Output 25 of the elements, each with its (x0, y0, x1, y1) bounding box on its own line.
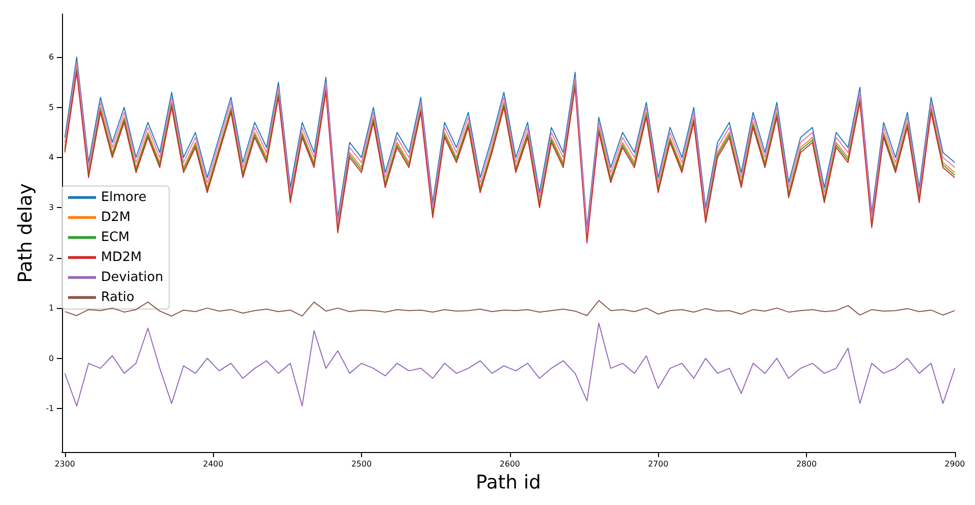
legend-label: Deviation (101, 270, 164, 285)
y-tick-label: 5 (48, 102, 54, 112)
x-axis-title: Path id (476, 472, 541, 494)
y-tick-label: 0 (48, 354, 54, 363)
line-series (64, 300, 956, 317)
x-tick-label: 2800 (796, 460, 817, 469)
x-tick-label: 2500 (351, 460, 372, 469)
legend-label: Elmore (101, 190, 146, 205)
y-tick-label: 3 (48, 203, 54, 212)
x-tick-label: 2400 (202, 460, 224, 469)
y-tick-label: 6 (48, 52, 54, 62)
y-tick-label: -1 (46, 404, 54, 413)
line-series (64, 322, 956, 406)
y-axis-title: Path delay (14, 183, 36, 283)
y-tick-label: 1 (48, 304, 54, 313)
x-tick-label: 2300 (54, 460, 76, 469)
legend-label: ECM (101, 230, 130, 245)
y-tick-label: 2 (48, 253, 54, 262)
y-tick-label: 4 (48, 153, 54, 162)
x-tick-label: 2900 (944, 460, 965, 469)
legend-label: D2M (101, 210, 130, 225)
legend-label: Ratio (101, 290, 134, 305)
x-tick-label: 2600 (500, 460, 520, 469)
x-tick-label: 2700 (648, 460, 668, 469)
legend-label: MD2M (101, 250, 142, 265)
